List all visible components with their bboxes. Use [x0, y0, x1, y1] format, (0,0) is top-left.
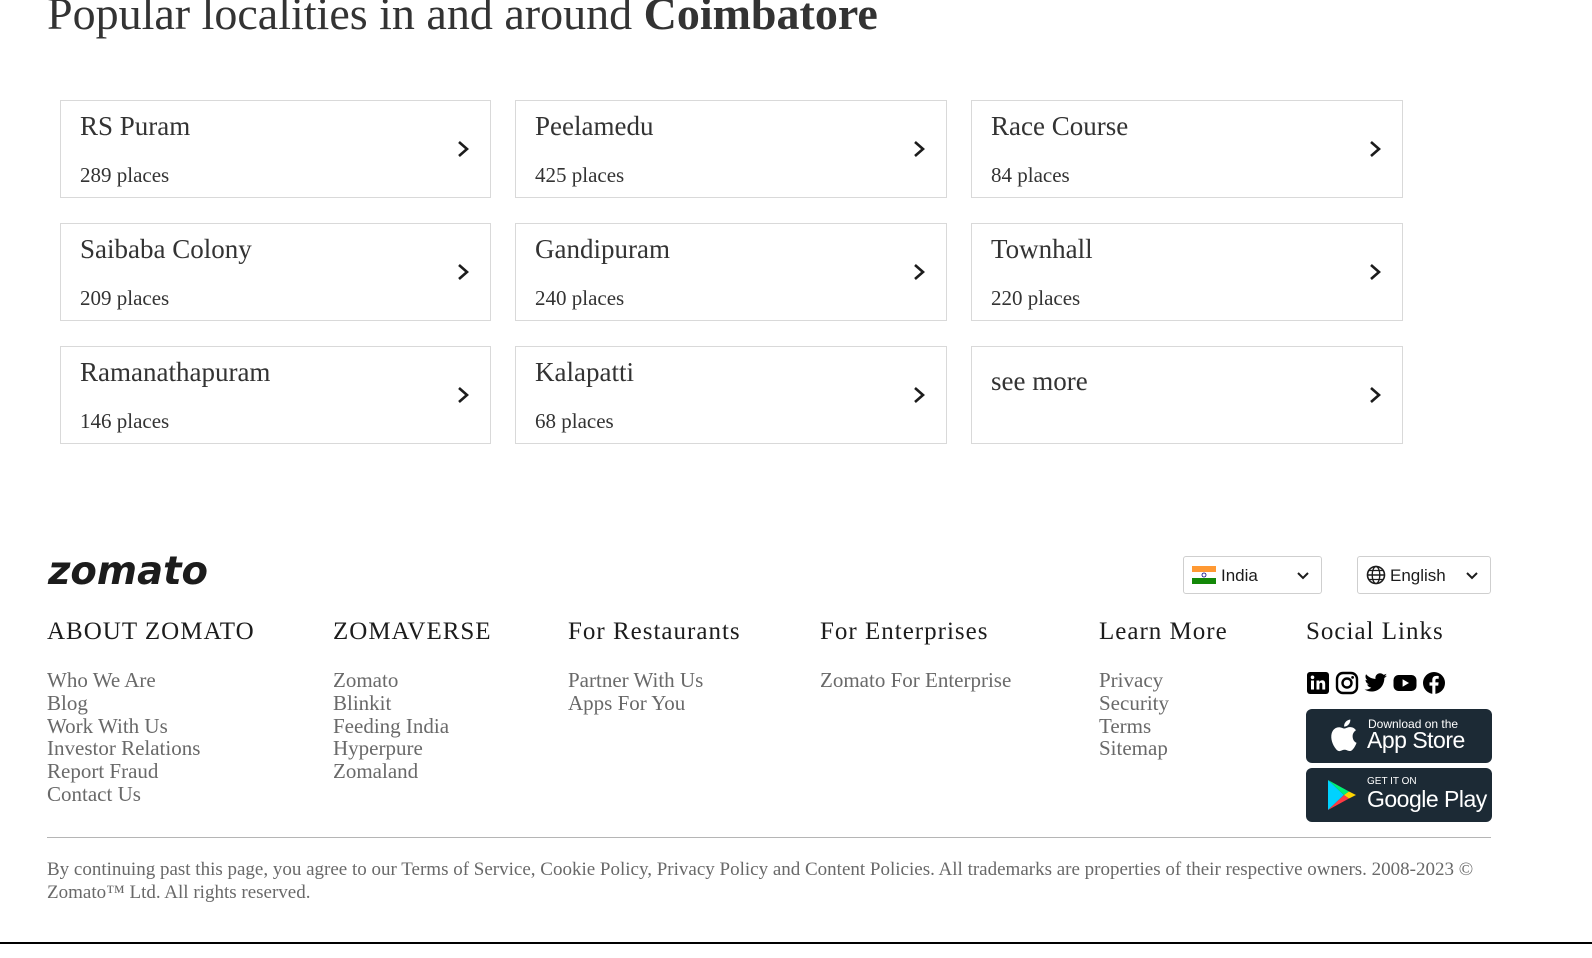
- footer-link[interactable]: Zomaland: [333, 759, 419, 784]
- locality-name: Gandipuram: [535, 234, 670, 264]
- footer-link[interactable]: Who We Are: [47, 668, 156, 692]
- india-flag-icon: [1192, 566, 1216, 584]
- footer-link[interactable]: Report Fraud: [47, 759, 159, 784]
- col-heading: Social Links: [1306, 618, 1444, 645]
- col-heading: Learn More: [1099, 618, 1228, 645]
- chevron-right-icon: [914, 141, 925, 157]
- locality-count: 220 places: [991, 286, 1081, 310]
- chevron-down-icon: [1297, 572, 1309, 580]
- legal-text: By continuing past this page, you agree …: [47, 859, 1474, 903]
- globe-icon: [1366, 565, 1386, 585]
- locality-count: 209 places: [80, 286, 170, 310]
- chevron-right-icon: [1370, 141, 1381, 157]
- page-title: Popular localities in and around Coimbat…: [47, 0, 878, 41]
- locality-name: Peelamedu: [535, 111, 654, 141]
- see-more-card[interactable]: see more: [971, 346, 1403, 444]
- chevron-right-icon: [1370, 387, 1381, 403]
- locality-name: Race Course: [991, 111, 1129, 141]
- footer-link[interactable]: Privacy: [1099, 668, 1164, 692]
- footer-col-social: Social Links Download on the Ap: [1306, 617, 1492, 822]
- city-name: Coimbatore: [643, 0, 878, 39]
- footer-col-zomaverse: ZOMAVERSE Zomato Blinkit Feeding India H…: [333, 617, 492, 782]
- footer-col-enterprises: For Enterprises Zomato For Enterprise: [820, 617, 1011, 691]
- zomato-logo[interactable]: zomato: [47, 550, 209, 594]
- app-store-big-text: App Store: [1367, 727, 1465, 753]
- locality-card-rs-puram[interactable]: RS Puram 289 places: [60, 100, 491, 198]
- locality-card-peelamedu[interactable]: Peelamedu 425 places: [515, 100, 947, 198]
- page-title-prefix: Popular localities in and around: [47, 0, 633, 39]
- locality-count: 68 places: [535, 409, 614, 433]
- footer-link[interactable]: Investor Relations: [47, 736, 201, 761]
- footer-link[interactable]: Security: [1099, 690, 1169, 715]
- col-heading: ZOMAVERSE: [333, 618, 492, 645]
- linkedin-icon[interactable]: [1306, 671, 1330, 695]
- google-play-big-text: Google Play: [1367, 786, 1487, 812]
- locality-name: Ramanathapuram: [80, 357, 271, 387]
- footer-col-about: ABOUT ZOMATO Who We Are Blog Work With U…: [47, 617, 255, 805]
- footer-link[interactable]: Feeding India: [333, 713, 450, 738]
- google-play-icon: [1328, 780, 1356, 810]
- footer-col-learn-more: Learn More Privacy Security Terms Sitema…: [1099, 617, 1228, 760]
- footer-link[interactable]: Blinkit: [333, 690, 392, 715]
- app-store-badge[interactable]: Download on the App Store: [1306, 709, 1492, 763]
- country-label: India: [1221, 566, 1258, 585]
- locality-count: 425 places: [535, 163, 625, 187]
- locality-name: Saibaba Colony: [80, 234, 252, 264]
- google-play-badge[interactable]: GET IT ON Google Play: [1306, 768, 1492, 822]
- language-label: English: [1390, 566, 1446, 585]
- chevron-right-icon: [1370, 264, 1381, 280]
- chevron-right-icon: [458, 387, 469, 403]
- chevron-right-icon: [914, 264, 925, 280]
- col-heading: ABOUT ZOMATO: [47, 618, 255, 645]
- chevron-down-icon: [1466, 572, 1478, 580]
- footer-col-restaurants: For Restaurants Partner With Us Apps For…: [568, 617, 741, 714]
- footer-link[interactable]: Apps For You: [568, 690, 686, 715]
- locality-card-ramanathapuram[interactable]: Ramanathapuram 146 places: [60, 346, 491, 444]
- locality-name: Townhall: [991, 234, 1093, 264]
- locality-count: 84 places: [991, 163, 1070, 187]
- footer-link[interactable]: Zomato For Enterprise: [820, 668, 1012, 692]
- footer-link[interactable]: Zomato: [333, 668, 399, 692]
- footer-link[interactable]: Terms: [1099, 713, 1152, 738]
- locality-card-race-course[interactable]: Race Course 84 places: [971, 100, 1403, 198]
- logo-text: zomato: [47, 550, 208, 594]
- apple-icon: [1331, 719, 1357, 752]
- locality-count: 289 places: [80, 163, 170, 187]
- youtube-icon[interactable]: [1393, 671, 1417, 695]
- locality-card-townhall[interactable]: Townhall 220 places: [971, 223, 1403, 321]
- country-select[interactable]: India: [1183, 556, 1322, 594]
- chevron-right-icon: [914, 387, 925, 403]
- localities-grid: RS Puram 289 places Peelamedu 425 places…: [60, 100, 1403, 444]
- footer-link[interactable]: Hyperpure: [333, 736, 423, 761]
- col-heading: For Enterprises: [820, 618, 989, 645]
- locality-name: Kalapatti: [535, 357, 634, 387]
- locality-name: RS Puram: [80, 111, 191, 141]
- instagram-icon[interactable]: [1335, 671, 1359, 695]
- chevron-right-icon: [458, 264, 469, 280]
- locality-count: 240 places: [535, 286, 625, 310]
- google-play-small-text: GET IT ON: [1367, 776, 1417, 787]
- footer-link[interactable]: Blog: [47, 690, 88, 715]
- footer-divider: [47, 837, 1491, 838]
- twitter-icon[interactable]: [1364, 671, 1388, 695]
- locality-card-saibaba-colony[interactable]: Saibaba Colony 209 places: [60, 223, 491, 321]
- app-store-small-text: Download on the: [1368, 717, 1459, 731]
- footer-link[interactable]: Contact Us: [47, 781, 141, 806]
- col-heading: For Restaurants: [568, 618, 741, 645]
- locality-card-kalapatti[interactable]: Kalapatti 68 places: [515, 346, 947, 444]
- footer-link[interactable]: Partner With Us: [568, 668, 704, 692]
- chevron-right-icon: [458, 141, 469, 157]
- page-bottom-border: [0, 942, 1592, 944]
- locality-count: 146 places: [80, 409, 170, 433]
- social-icons: [1306, 671, 1446, 695]
- footer-link[interactable]: Sitemap: [1099, 736, 1168, 761]
- facebook-icon[interactable]: [1422, 671, 1446, 695]
- language-select[interactable]: English: [1357, 556, 1491, 594]
- locality-card-gandipuram[interactable]: Gandipuram 240 places: [515, 223, 947, 321]
- see-more-label: see more: [991, 366, 1088, 396]
- footer-link[interactable]: Work With Us: [47, 713, 168, 738]
